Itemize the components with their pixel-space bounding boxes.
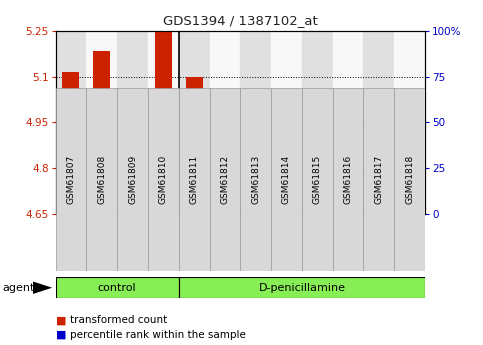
FancyBboxPatch shape [240,88,271,271]
Bar [340,167,356,171]
Bar [364,31,394,214]
Bar [185,169,202,173]
FancyBboxPatch shape [179,88,210,271]
Bar [340,112,356,214]
Bar [401,168,418,172]
Text: GSM61812: GSM61812 [220,155,229,204]
Bar [302,31,333,214]
Text: GSM61807: GSM61807 [67,155,75,204]
Bar [124,115,141,214]
Text: GSM61809: GSM61809 [128,155,137,204]
Bar [394,31,425,214]
Bar [93,166,110,170]
Text: ■: ■ [56,330,66,339]
Text: ■: ■ [56,315,66,325]
Polygon shape [33,282,52,294]
FancyBboxPatch shape [394,88,425,271]
Bar [216,168,233,172]
Bar [210,31,240,214]
Text: GSM61814: GSM61814 [282,155,291,204]
FancyBboxPatch shape [210,88,240,271]
Bar [247,167,264,171]
FancyBboxPatch shape [148,88,179,271]
Bar [62,168,79,172]
Text: GSM61808: GSM61808 [97,155,106,204]
Text: GSM61810: GSM61810 [159,155,168,204]
Bar [148,31,179,214]
FancyBboxPatch shape [364,88,394,271]
Text: GSM61818: GSM61818 [405,155,414,204]
Bar [278,173,295,214]
Bar [179,31,210,214]
Bar [333,31,364,214]
Bar [247,115,264,214]
FancyBboxPatch shape [333,88,364,271]
FancyBboxPatch shape [302,88,333,271]
Bar [62,72,79,214]
Text: GSM61816: GSM61816 [343,155,353,204]
Bar [86,31,117,214]
Text: agent: agent [2,283,35,293]
FancyBboxPatch shape [117,88,148,271]
Bar [185,77,202,214]
FancyBboxPatch shape [56,88,86,271]
FancyBboxPatch shape [56,277,179,298]
Bar [401,122,418,214]
Text: GSM61813: GSM61813 [251,155,260,204]
Bar [155,165,172,169]
Text: GSM61811: GSM61811 [190,155,199,204]
Bar [56,31,86,214]
Bar [216,115,233,214]
Bar [240,31,271,214]
Text: GDS1394 / 1387102_at: GDS1394 / 1387102_at [163,14,318,27]
Text: GSM61817: GSM61817 [374,155,384,204]
Bar [93,51,110,214]
Bar [271,31,302,214]
Text: transformed count: transformed count [70,315,167,325]
Bar [278,168,295,172]
Bar [124,168,141,172]
Text: D-penicillamine: D-penicillamine [258,283,345,293]
Bar [370,116,387,214]
Bar [309,168,326,172]
Text: control: control [98,283,136,293]
Text: percentile rank within the sample: percentile rank within the sample [70,330,246,339]
Bar [155,31,172,214]
Bar [370,168,387,172]
FancyBboxPatch shape [271,88,302,271]
FancyBboxPatch shape [86,88,117,271]
Bar [309,118,326,214]
FancyBboxPatch shape [179,277,425,298]
Bar [117,31,148,214]
Text: GSM61815: GSM61815 [313,155,322,204]
